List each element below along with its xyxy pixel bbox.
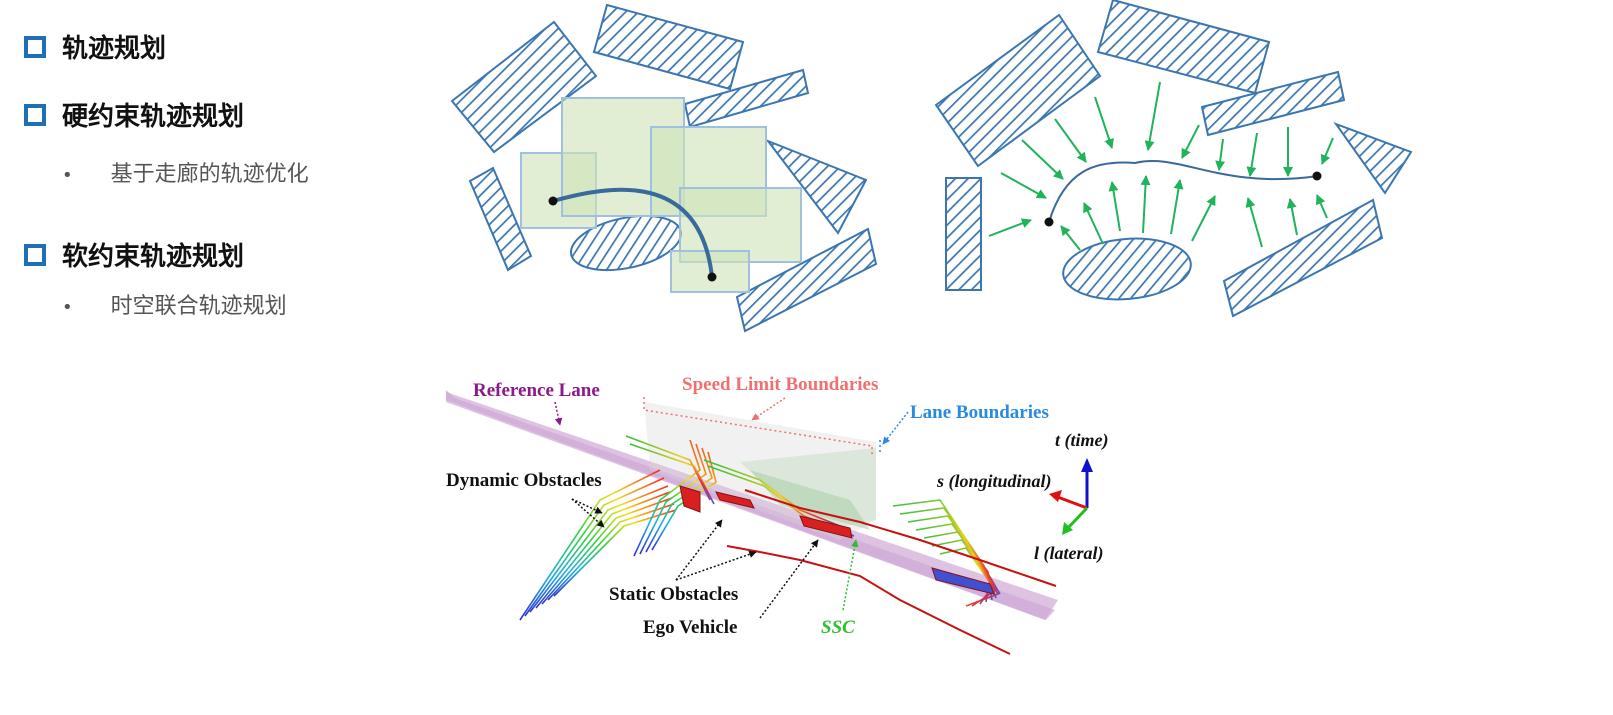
obstacle <box>765 138 868 235</box>
obstacle <box>468 166 533 272</box>
start-point <box>1044 217 1054 227</box>
ego-trajectory <box>726 545 1011 655</box>
label-reference-lane: Reference Lane <box>473 380 600 401</box>
label-ssc: SSC <box>821 617 855 638</box>
obstacles-1 <box>450 3 878 333</box>
static-obstacle <box>715 491 755 509</box>
obstacle <box>945 177 982 291</box>
static-obstacle <box>931 567 995 595</box>
label-dynamic-obstacles: Dynamic Obstacles <box>446 470 602 491</box>
label-lane-boundaries: Lane Boundaries <box>910 402 1049 423</box>
reference-lane-pointer <box>554 401 563 426</box>
speed-limit-dotted <box>643 397 873 455</box>
heading-hard-constraint: 硬约束轨迹规划 <box>24 96 244 133</box>
dynamic-obstacle-sweeps <box>519 435 1001 621</box>
static-obstacle <box>679 485 701 513</box>
obstacle <box>735 227 878 333</box>
speed-limit-pointer <box>751 397 786 421</box>
square-bullet-icon <box>24 243 46 266</box>
l-axis <box>1064 506 1089 532</box>
trajectory-curve <box>552 187 714 278</box>
label-ego-vehicle: Ego Vehicle <box>643 617 737 638</box>
dot-bullet-icon: • <box>62 297 73 318</box>
dynamic-obstacle-pointer <box>571 498 605 528</box>
obstacle <box>683 68 810 129</box>
start-point <box>548 196 558 206</box>
s-axis <box>1054 494 1088 510</box>
dot-bullet-icon: • <box>62 165 73 186</box>
square-bullet-icon <box>24 103 46 126</box>
obstacle <box>1062 237 1192 301</box>
static-obstacle-pointer <box>675 550 757 581</box>
label-axis-l: l (lateral) <box>1034 543 1104 564</box>
end-point <box>1312 171 1322 181</box>
lane-boundary-pointer <box>882 411 909 445</box>
ego-vehicle-pointer <box>759 539 819 619</box>
s-axis-arrow-icon <box>1049 490 1062 502</box>
subitem-corridor-optimization: • 基于走廊的轨迹优化 <box>62 162 309 187</box>
obstacle <box>1222 198 1384 318</box>
square-bullet-icon <box>24 35 46 58</box>
subitem-spatiotemporal: • 时空联合轨迹规划 <box>62 294 287 319</box>
corridor-diagram <box>450 3 878 333</box>
obstacle <box>1096 0 1271 95</box>
static-obstacles <box>679 485 995 595</box>
obstacle <box>450 20 598 154</box>
force-arrows <box>988 81 1334 251</box>
ego-trajectory <box>744 489 1057 587</box>
ssc-volume <box>750 470 870 530</box>
label-axis-s: s (longitudinal) <box>936 471 1052 492</box>
label-speed-limit-boundaries: Speed Limit Boundaries <box>682 374 878 395</box>
end-point <box>707 272 717 282</box>
potential-field-diagram <box>934 0 1413 318</box>
l-axis-arrow-icon <box>1062 522 1073 535</box>
heading-soft-constraint: 软约束轨迹规划 <box>24 236 244 273</box>
axes-gizmo <box>1049 458 1093 535</box>
obstacle <box>934 13 1102 168</box>
static-obstacle <box>799 515 853 539</box>
corridor-boxes <box>520 97 802 293</box>
label-axis-t: t (time) <box>1055 430 1108 451</box>
ssc-diagram: Reference Lane Speed Limit Boundaries La… <box>446 374 1108 655</box>
obstacle <box>1333 121 1413 195</box>
static-obstacle-pointer <box>675 519 723 581</box>
obstacle <box>1200 70 1346 137</box>
ego-trajectories <box>726 489 1057 655</box>
obstacles-2 <box>934 0 1413 318</box>
corridor-box <box>679 187 802 263</box>
heading-trajectory-planning: 轨迹规划 <box>24 28 166 65</box>
outline: 轨迹规划 硬约束轨迹规划 • 基于走廊的轨迹优化 软约束轨迹规划 • 时空联合轨迹规… <box>0 0 430 715</box>
dynamic-obstacle-pointer <box>571 498 603 514</box>
obstacle <box>592 3 745 91</box>
trajectory-curve <box>1048 159 1319 223</box>
label-static-obstacles: Static Obstacles <box>609 584 738 605</box>
t-axis-arrow-icon <box>1081 458 1093 472</box>
